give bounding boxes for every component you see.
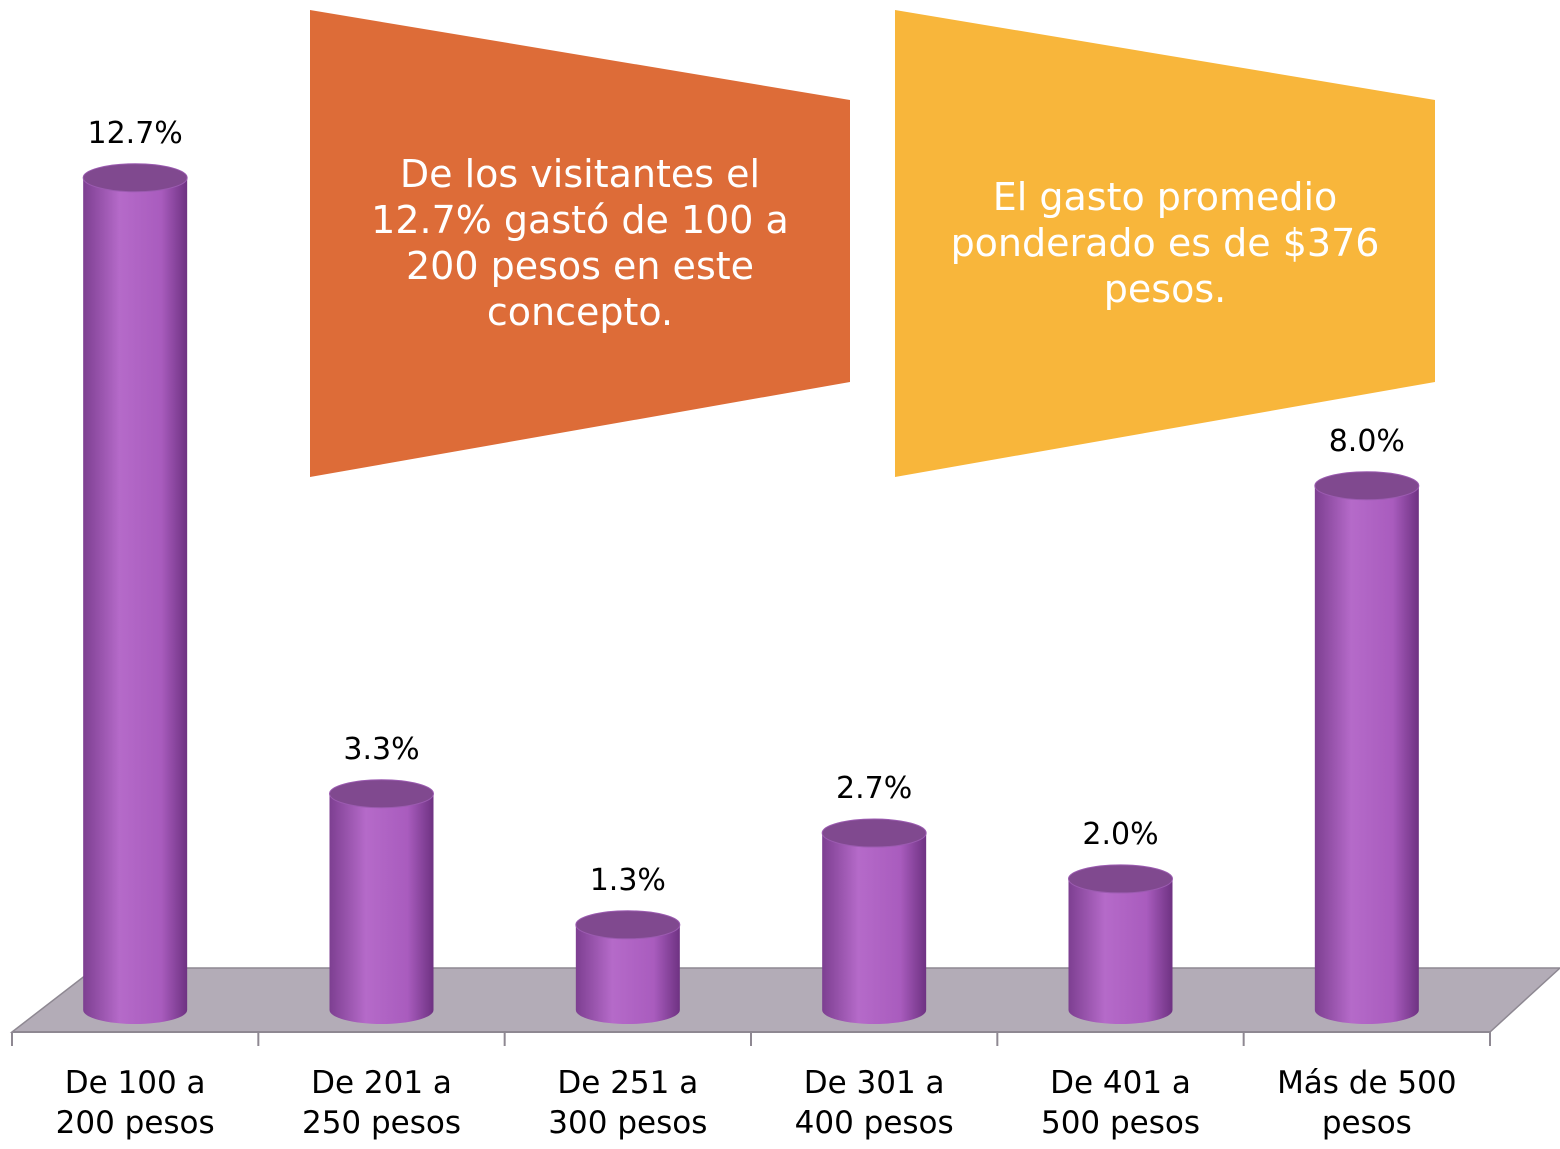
bar-top xyxy=(82,163,188,193)
x-tick-label: Más de 500 pesos xyxy=(1277,1065,1457,1141)
value-label: 8.0% xyxy=(1328,423,1405,459)
bar-body xyxy=(822,833,927,1024)
bar xyxy=(329,779,434,1024)
bar-body xyxy=(1314,485,1419,1024)
bar-top xyxy=(575,910,681,940)
x-tick-label: De 201 a 250 pesos xyxy=(301,1065,462,1141)
bar-body xyxy=(1068,878,1173,1024)
bar-body xyxy=(575,924,680,1024)
bar-top xyxy=(329,779,434,809)
x-tick-label: De 401 a 500 pesos xyxy=(1040,1065,1201,1141)
callout-shape xyxy=(310,10,850,477)
value-label: 2.0% xyxy=(1082,816,1159,852)
value-label: 1.3% xyxy=(589,862,666,898)
value-label: 3.3% xyxy=(343,731,420,767)
x-tick-label: De 301 a 400 pesos xyxy=(794,1065,954,1141)
callout-shape xyxy=(895,10,1435,477)
value-label: 2.7% xyxy=(836,771,913,807)
bar xyxy=(821,818,927,1024)
bar-top xyxy=(1068,864,1173,894)
bar-top xyxy=(1314,471,1420,501)
bar-body xyxy=(83,177,188,1024)
x-tick-label: De 100 a 200 pesos xyxy=(55,1065,215,1141)
bar-body xyxy=(329,793,434,1024)
x-tick-label: De 251 a 300 pesos xyxy=(548,1065,708,1141)
bar xyxy=(575,910,681,1024)
callout-text: De los visitantes el 12.7% gastó de 100 … xyxy=(371,152,789,334)
value-label: 12.7% xyxy=(87,115,183,151)
bar xyxy=(1314,471,1420,1024)
bar xyxy=(1068,864,1173,1024)
bar xyxy=(82,163,188,1024)
bar-top xyxy=(821,818,927,848)
callout-text: El gasto promedio ponderado es de $376 p… xyxy=(950,175,1380,311)
